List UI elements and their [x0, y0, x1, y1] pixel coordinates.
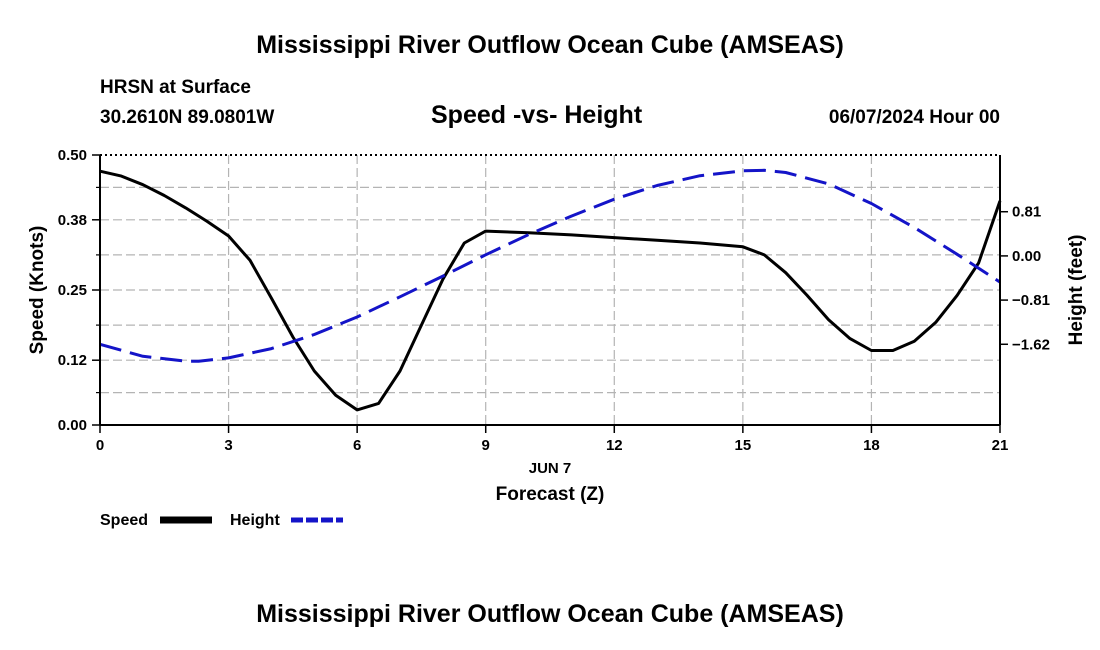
y2-tick-label: −0.81: [1012, 292, 1050, 309]
station-coordinates: 30.2610N 89.0801W: [100, 107, 275, 128]
x-tick-label: 3: [224, 437, 232, 454]
page-title: Mississippi River Outflow Ocean Cube (AM…: [256, 31, 844, 59]
footer-title: Mississippi River Outflow Ocean Cube (AM…: [256, 600, 844, 628]
y2-axis-label: Height (feet): [1066, 235, 1087, 346]
y-tick-label: 0.12: [58, 352, 87, 369]
legend-height-label: Height: [230, 512, 280, 529]
series-line-height: [99, 168, 1001, 363]
y-tick-label: 0.25: [58, 282, 87, 299]
y2-tick-label: −1.62: [1012, 336, 1050, 353]
x-tick-label: 21: [992, 437, 1009, 454]
x-tick-label: 18: [863, 437, 880, 454]
x-tick-label: 9: [482, 437, 490, 454]
x-tick-label: 15: [735, 437, 752, 454]
x-axis-label: Forecast (Z): [496, 484, 605, 505]
x-axis-date-label: JUN 7: [529, 460, 572, 477]
x-tick-label: 12: [606, 437, 623, 454]
y-tick-label: 0.00: [58, 417, 87, 434]
forecast-datetime: 06/07/2024 Hour 00: [828, 107, 1000, 128]
y2-tick-label: 0.81: [1012, 204, 1041, 221]
y-tick-label: 0.38: [58, 212, 87, 229]
y-axis-label: Speed (Knots): [27, 226, 48, 355]
x-tick-label: 0: [96, 437, 104, 454]
y2-tick-label: 0.00: [1012, 248, 1041, 265]
y-tick-label: 0.50: [58, 147, 87, 164]
chart-title: Speed -vs- Height: [431, 101, 643, 129]
legend-speed-label: Speed: [100, 512, 148, 529]
x-tick-label: 6: [353, 437, 361, 454]
station-label: HRSN at Surface: [100, 77, 251, 98]
